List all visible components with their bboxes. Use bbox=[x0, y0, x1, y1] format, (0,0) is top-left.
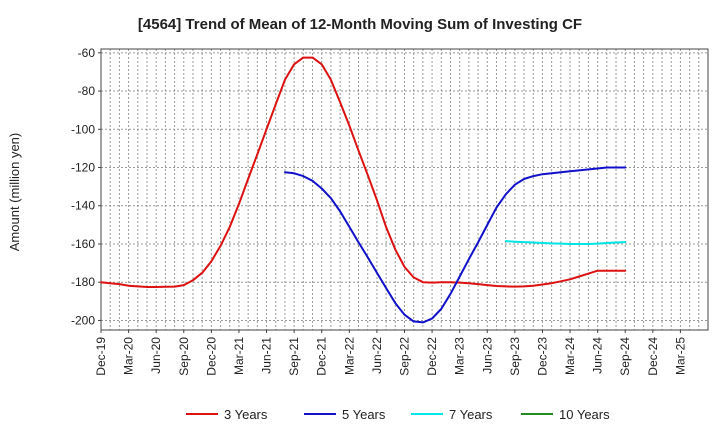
x-tick-label: Mar-23 bbox=[453, 337, 467, 375]
x-tick-label: Mar-24 bbox=[563, 337, 577, 375]
legend: 3 Years 5 Years 7 Years 10 Years bbox=[186, 407, 610, 422]
x-tick-label: Jun-24 bbox=[591, 337, 605, 374]
series-line-7-years bbox=[504, 240, 627, 245]
y-tick-label: -200 bbox=[71, 313, 95, 327]
chart-title: [4564] Trend of Mean of 12-Month Moving … bbox=[138, 16, 582, 33]
x-tick-label: Dec-19 bbox=[94, 337, 108, 376]
x-tick-label: Jun-23 bbox=[480, 337, 494, 374]
x-tick-label: Dec-24 bbox=[646, 337, 660, 376]
x-tick-label: Mar-25 bbox=[673, 337, 687, 375]
y-tick-label: -100 bbox=[71, 122, 95, 136]
y-tick-labels: -60 -80 -100 -120 -140 -160 -180 -200 bbox=[71, 46, 101, 327]
x-tick-label: Jun-22 bbox=[370, 337, 384, 374]
y-tick-label: -120 bbox=[71, 161, 95, 175]
legend-label: 7 Years bbox=[449, 407, 493, 422]
x-tick-label: Sep-23 bbox=[508, 337, 522, 376]
series-layer bbox=[100, 56, 627, 324]
x-tick-label: Dec-23 bbox=[535, 337, 549, 376]
x-tick-label: Mar-20 bbox=[122, 337, 136, 375]
x-tick-label: Sep-20 bbox=[177, 337, 191, 376]
x-tick-label: Mar-22 bbox=[342, 337, 356, 375]
series-line-3-years bbox=[100, 56, 627, 288]
y-tick-label: -140 bbox=[71, 199, 95, 213]
x-tick-label: Dec-20 bbox=[204, 337, 218, 376]
y-tick-label: -80 bbox=[78, 84, 96, 98]
legend-label: 10 Years bbox=[559, 407, 610, 422]
legend-label: 5 Years bbox=[342, 407, 386, 422]
legend-label: 3 Years bbox=[224, 407, 268, 422]
x-tick-label: Jun-20 bbox=[149, 337, 163, 374]
y-tick-label: -180 bbox=[71, 275, 95, 289]
x-tick-label: Mar-21 bbox=[232, 337, 246, 375]
x-tick-label: Sep-24 bbox=[618, 337, 632, 376]
y-tick-label: -60 bbox=[78, 46, 96, 60]
x-tick-label: Jun-21 bbox=[260, 337, 274, 374]
x-tick-label: Sep-22 bbox=[398, 337, 412, 376]
y-axis-label: Amount (million yen) bbox=[7, 133, 22, 252]
series-line-5-years bbox=[284, 166, 627, 324]
y-tick-label: -160 bbox=[71, 237, 95, 251]
x-tick-label: Dec-21 bbox=[315, 337, 329, 376]
x-tick-label: Dec-22 bbox=[425, 337, 439, 376]
x-tick-label: Sep-21 bbox=[287, 337, 301, 376]
x-tick-labels: Dec-19 Mar-20 Jun-20 Sep-20 Dec-20 Mar-21 Jun-… bbox=[94, 330, 687, 376]
grid-layer bbox=[101, 49, 708, 330]
